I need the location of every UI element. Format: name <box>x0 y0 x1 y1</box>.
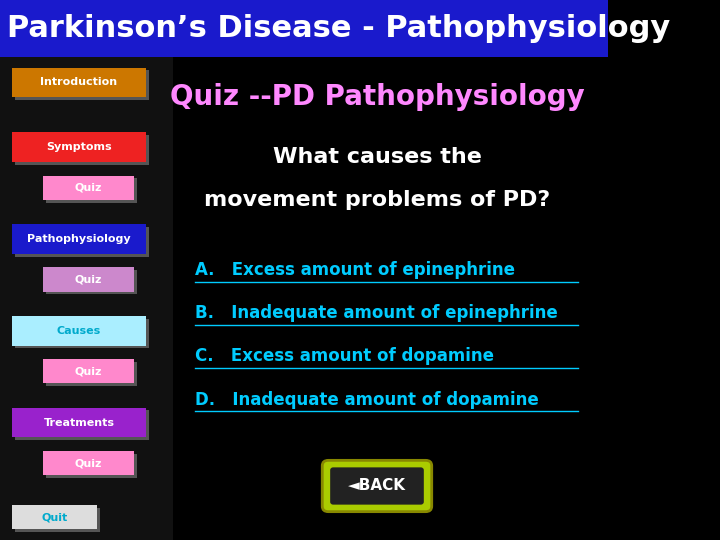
FancyBboxPatch shape <box>42 359 134 383</box>
Text: Quiz: Quiz <box>74 183 102 193</box>
FancyBboxPatch shape <box>12 316 146 346</box>
Text: Symptoms: Symptoms <box>46 142 112 152</box>
FancyBboxPatch shape <box>330 467 424 504</box>
FancyBboxPatch shape <box>45 178 137 202</box>
Text: What causes the: What causes the <box>273 146 482 167</box>
Text: A.   Excess amount of epinephrine: A. Excess amount of epinephrine <box>194 261 515 279</box>
FancyBboxPatch shape <box>0 57 174 540</box>
FancyBboxPatch shape <box>15 508 100 532</box>
Text: Quiz --PD Pathophysiology: Quiz --PD Pathophysiology <box>170 83 585 111</box>
Text: Quiz: Quiz <box>74 274 102 285</box>
Text: Quit: Quit <box>42 512 68 522</box>
Text: Introduction: Introduction <box>40 77 117 87</box>
FancyBboxPatch shape <box>12 408 146 437</box>
Text: Parkinson’s Disease - Pathophysiology: Parkinson’s Disease - Pathophysiology <box>7 14 670 43</box>
FancyBboxPatch shape <box>15 135 149 165</box>
Text: Quiz: Quiz <box>74 458 102 468</box>
Text: Quiz: Quiz <box>74 366 102 376</box>
Text: Treatments: Treatments <box>43 417 114 428</box>
Text: movement problems of PD?: movement problems of PD? <box>204 190 550 210</box>
Text: D.   Inadequate amount of dopamine: D. Inadequate amount of dopamine <box>194 390 539 409</box>
FancyBboxPatch shape <box>12 505 97 529</box>
FancyBboxPatch shape <box>45 270 137 294</box>
FancyBboxPatch shape <box>12 132 146 162</box>
FancyBboxPatch shape <box>15 227 149 256</box>
Text: C.   Excess amount of dopamine: C. Excess amount of dopamine <box>194 347 494 366</box>
FancyBboxPatch shape <box>42 267 134 292</box>
FancyBboxPatch shape <box>0 0 608 57</box>
FancyBboxPatch shape <box>12 68 146 97</box>
FancyBboxPatch shape <box>42 176 134 200</box>
FancyBboxPatch shape <box>12 224 146 254</box>
FancyBboxPatch shape <box>323 460 432 512</box>
FancyBboxPatch shape <box>42 451 134 475</box>
FancyBboxPatch shape <box>45 362 137 386</box>
FancyBboxPatch shape <box>45 454 137 478</box>
FancyBboxPatch shape <box>15 319 149 348</box>
FancyBboxPatch shape <box>15 70 149 100</box>
Text: ◄BACK: ◄BACK <box>348 478 406 494</box>
Text: Pathophysiology: Pathophysiology <box>27 234 131 244</box>
FancyBboxPatch shape <box>15 410 149 440</box>
Text: Causes: Causes <box>57 326 102 336</box>
Text: B.   Inadequate amount of epinephrine: B. Inadequate amount of epinephrine <box>194 304 557 322</box>
